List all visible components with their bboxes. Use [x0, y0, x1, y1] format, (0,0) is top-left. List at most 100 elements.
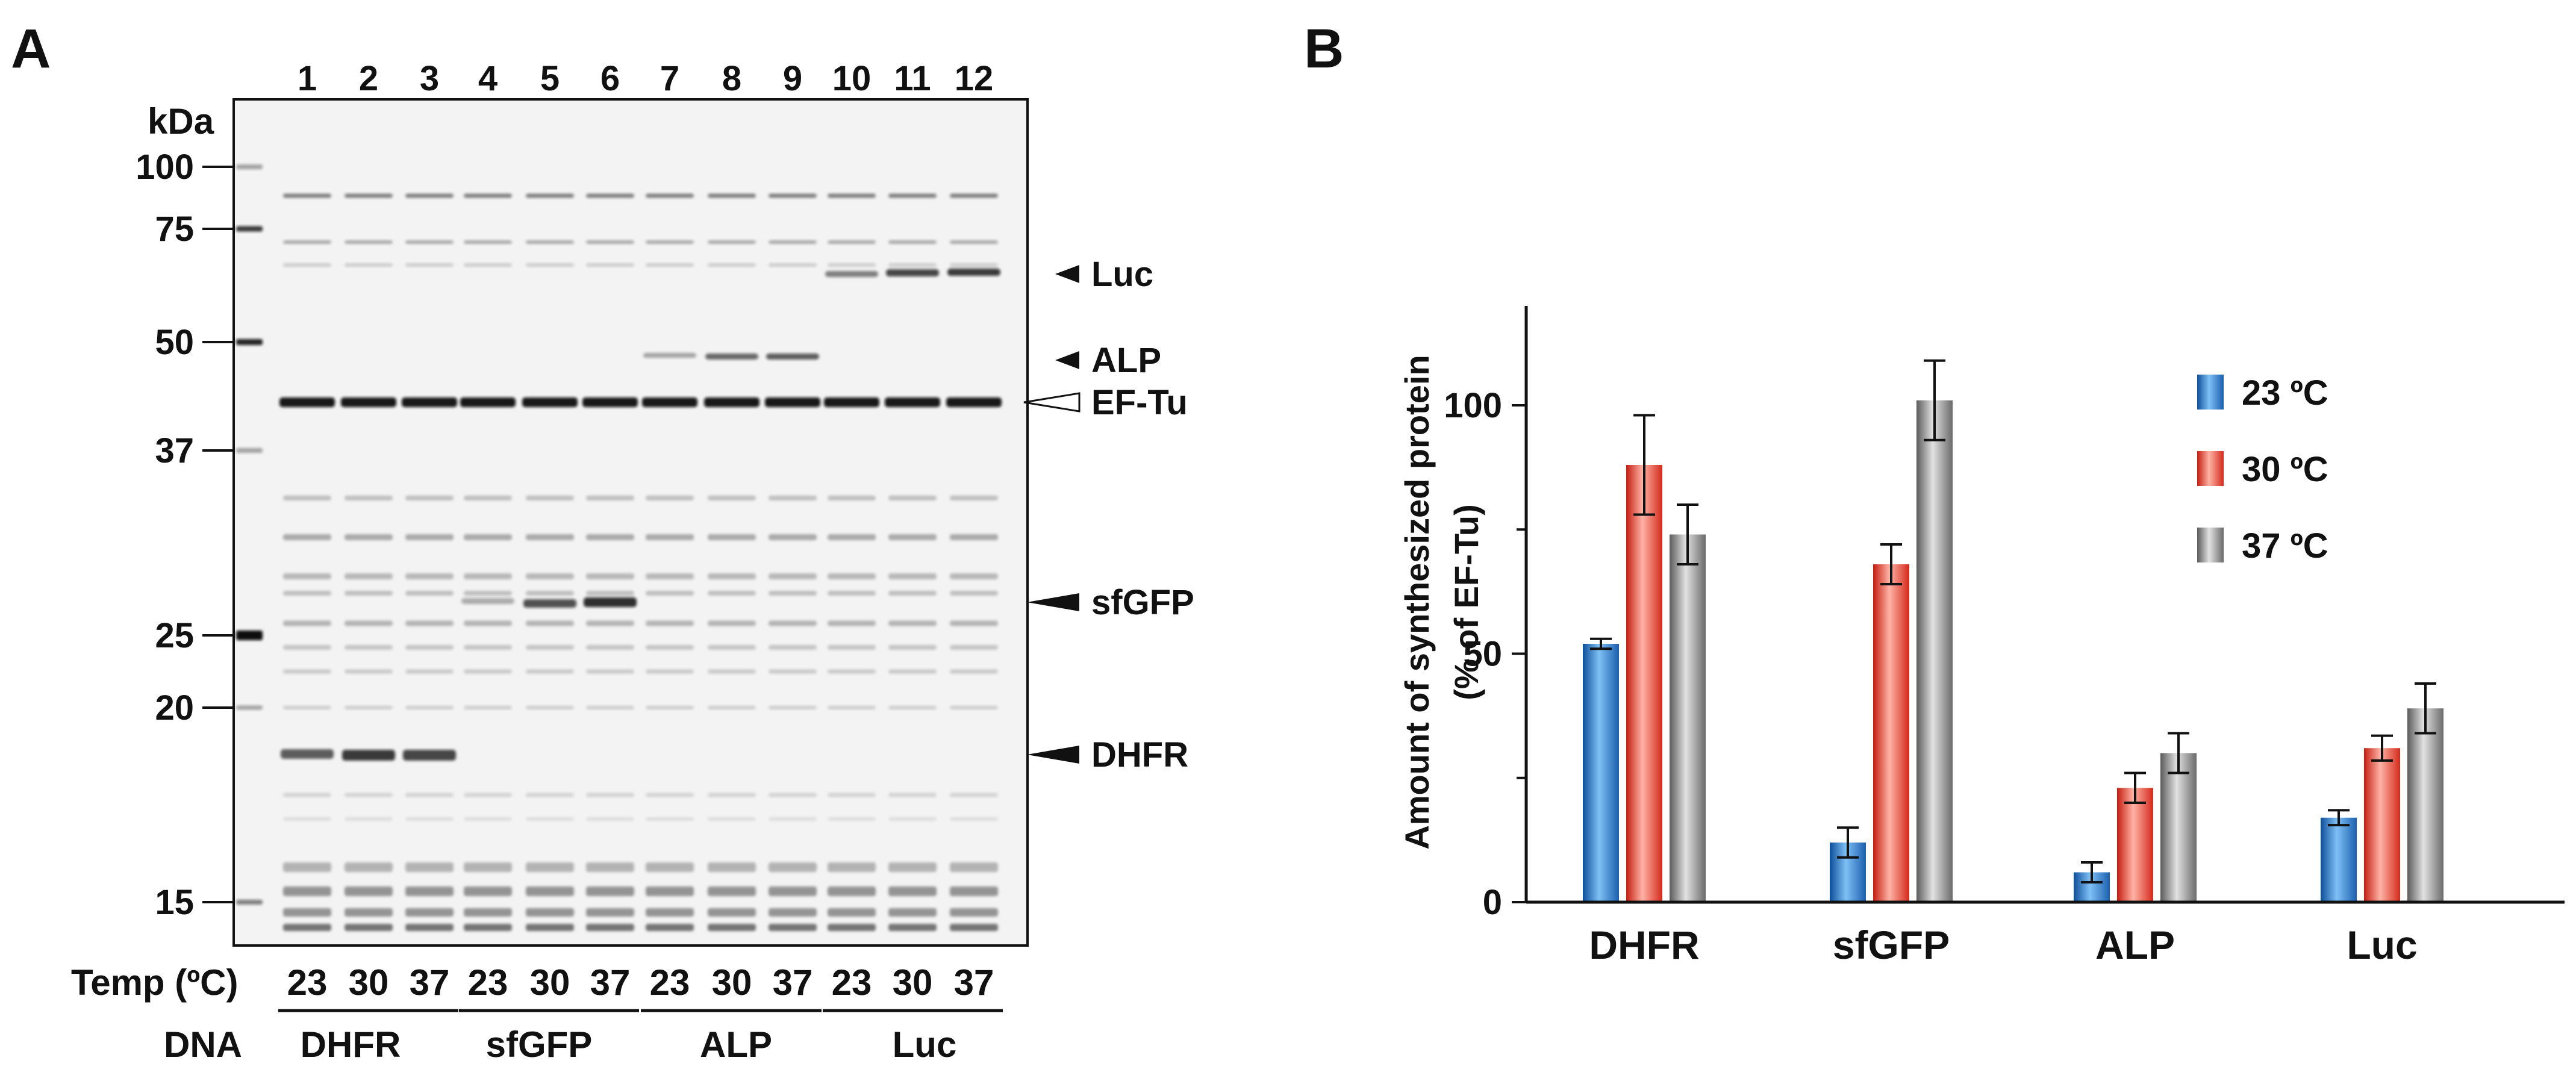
- gel-band: [708, 496, 756, 500]
- gel-band: [526, 591, 574, 596]
- gel-band: [405, 193, 454, 198]
- gel-band: [646, 263, 694, 267]
- ladder-band: [236, 339, 263, 345]
- ef-tu-band: [279, 397, 335, 407]
- gel-band: [345, 573, 393, 579]
- gel-band: [950, 591, 998, 596]
- gel-band: [950, 793, 998, 797]
- gel-band: [769, 534, 817, 540]
- gel-band: [283, 573, 331, 579]
- x-category-label: sfGFP: [1833, 923, 1950, 967]
- lane-temp: 23: [832, 962, 872, 1003]
- y-axis: 0 50 100: [1444, 306, 1528, 922]
- gel-band: [769, 496, 817, 500]
- legend-swatch: [2197, 451, 2224, 486]
- ladder-band: [236, 448, 263, 453]
- gel-band: [828, 886, 876, 896]
- gel-band: [950, 924, 998, 931]
- gel-band: [950, 645, 998, 650]
- gel-band: [950, 496, 998, 500]
- gel-band: [283, 591, 331, 596]
- ef-tu-band: [460, 397, 516, 407]
- gel-band: [888, 645, 937, 650]
- gel-band: [888, 908, 937, 917]
- ef-tu-band: [522, 397, 578, 407]
- gel-band: [888, 862, 937, 872]
- gel-band: [888, 669, 937, 674]
- gel-band: [646, 706, 694, 709]
- gel-band: [769, 706, 817, 709]
- lane-temp: 30: [349, 962, 389, 1003]
- band-label-sfgfp: sfGFP: [1091, 583, 1194, 622]
- lane-number: 4: [478, 59, 497, 98]
- gel-band: [526, 793, 574, 797]
- alp-arrow-icon: [1055, 351, 1079, 369]
- gel-band: [283, 620, 331, 626]
- gel-band: [828, 193, 876, 198]
- gel-band: [283, 886, 331, 896]
- gel-band: [828, 908, 876, 917]
- gel-band: [586, 669, 634, 674]
- gel-band: [646, 924, 694, 931]
- gel-band: [345, 620, 393, 626]
- lane-numbers: 1 2 3 4 5 6 7 8 9 10 11 12: [298, 59, 993, 98]
- lane-number: 12: [955, 59, 994, 98]
- ladder-band: [236, 900, 263, 905]
- bar: [1583, 644, 1619, 902]
- gel-band: [828, 924, 876, 931]
- luc-band: [947, 269, 1000, 276]
- gel-band: [405, 793, 454, 797]
- bar: [1916, 400, 1953, 902]
- bar: [2117, 788, 2153, 902]
- panel-b: B Amount of synthesized protein (% of EF…: [1304, 18, 2565, 967]
- ef-tu-band: [946, 397, 1002, 407]
- gel-band: [345, 496, 393, 500]
- gel-band: [464, 573, 512, 579]
- gel-band: [464, 793, 512, 797]
- gel-band: [888, 817, 937, 821]
- gel-band: [646, 886, 694, 896]
- luc-arrow-icon: [1055, 265, 1079, 283]
- gel-band: [283, 669, 331, 674]
- lane-temp: 37: [773, 962, 813, 1003]
- gel-band: [828, 263, 876, 267]
- lane-number: 6: [600, 59, 620, 98]
- gel-band: [646, 591, 694, 596]
- gel-band: [950, 908, 998, 917]
- marker-label: 37: [155, 431, 194, 470]
- lane-number: 7: [660, 59, 679, 98]
- gel-band: [769, 924, 817, 931]
- gel-band: [405, 817, 454, 821]
- gel-band: [828, 620, 876, 626]
- gel-band: [464, 240, 512, 244]
- gel-band: [405, 645, 454, 650]
- legend-entry: 23 ºC: [2242, 373, 2328, 413]
- gel-band: [708, 862, 756, 872]
- gel-band: [769, 645, 817, 650]
- sfgfp-band: [584, 597, 637, 607]
- x-category-label: ALP: [2095, 923, 2175, 967]
- gel-band: [464, 924, 512, 931]
- gel-band: [586, 908, 634, 917]
- gel-band: [345, 669, 393, 674]
- panel-a-label: A: [11, 18, 51, 79]
- gel-band: [708, 924, 756, 931]
- gel-band: [345, 645, 393, 650]
- gel-band: [950, 862, 998, 872]
- gel-band: [586, 645, 634, 650]
- lane-temp: 23: [287, 962, 328, 1003]
- gel-band: [283, 924, 331, 931]
- gel-band: [950, 263, 998, 267]
- gel-band: [950, 573, 998, 579]
- gel-band: [769, 263, 817, 267]
- x-axis: DHFR sfGFP ALP Luc: [1526, 900, 2565, 967]
- gel-band: [646, 240, 694, 244]
- gel-band: [405, 534, 454, 540]
- gel-band: [405, 706, 454, 709]
- gel-band: [708, 263, 756, 267]
- gel-band: [646, 645, 694, 650]
- gel-band: [769, 669, 817, 674]
- marker-label: 20: [155, 688, 194, 727]
